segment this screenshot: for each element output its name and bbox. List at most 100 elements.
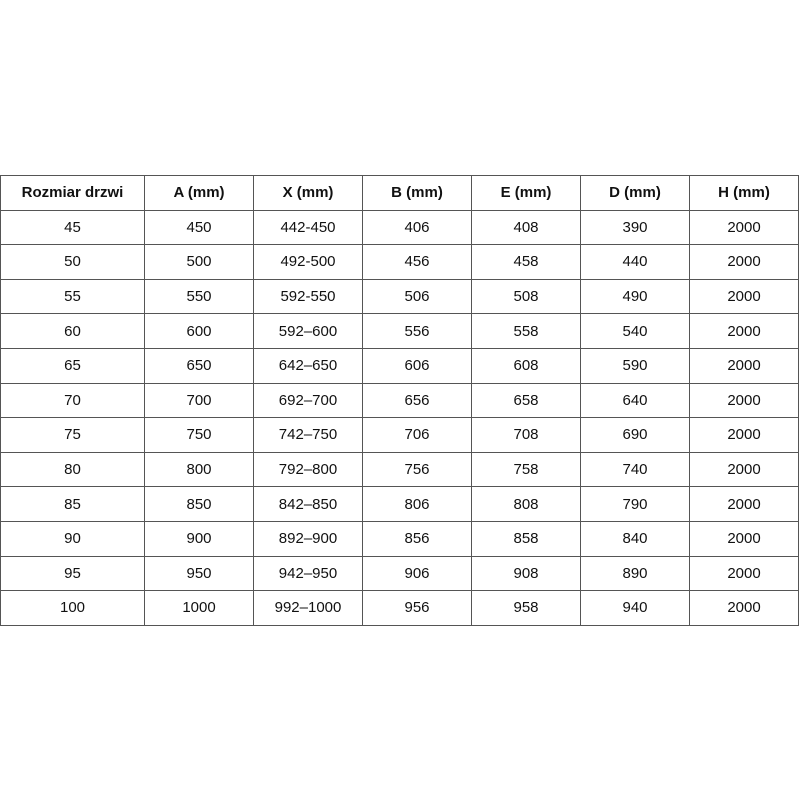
table-cell: 390 [580,209,690,246]
table-cell: 856 [362,520,472,557]
table-row: 55 550 592-550 506 508 490 2000 [0,278,799,315]
table-cell: 2000 [689,382,799,419]
table-row: 95 950 942–950 906 908 890 2000 [0,555,799,592]
table-cell: 508 [471,278,581,315]
table-cell: 590 [580,347,690,384]
table-row: 45 450 442-450 406 408 390 2000 [0,209,799,246]
table-cell: 692–700 [253,382,363,419]
table-row: 70 700 692–700 656 658 640 2000 [0,382,799,419]
column-header: E (mm) [471,175,581,211]
table-cell: 992–1000 [253,590,363,626]
table-row: 60 600 592–600 556 558 540 2000 [0,313,799,349]
table-cell: 2000 [689,244,799,280]
table-row: 65 650 642–650 606 608 590 2000 [0,347,799,384]
table-cell: 790 [580,486,690,522]
table-cell: 506 [362,278,472,315]
table-cell: 656 [362,382,472,419]
table-cell: 642–650 [253,347,363,384]
table-cell: 706 [362,417,472,453]
table-cell: 2000 [689,313,799,349]
table-cell: 490 [580,278,690,315]
table-row: 90 900 892–900 856 858 840 2000 [0,520,799,557]
table-cell: 640 [580,382,690,419]
table-cell: 708 [471,417,581,453]
table-cell: 492-500 [253,244,363,280]
table-cell: 900 [144,520,254,557]
table-cell: 558 [471,313,581,349]
table-cell: 758 [471,451,581,488]
column-header: A (mm) [144,175,254,211]
table-cell: 556 [362,313,472,349]
table-cell: 2000 [689,520,799,557]
table-cell: 2000 [689,486,799,522]
table-cell: 406 [362,209,472,246]
table-row: 85 850 842–850 806 808 790 2000 [0,486,799,522]
table-cell: 740 [580,451,690,488]
table-cell: 606 [362,347,472,384]
table-cell: 95 [0,555,145,592]
table-cell: 890 [580,555,690,592]
table-cell: 65 [0,347,145,384]
table-cell: 608 [471,347,581,384]
door-size-table: Rozmiar drzwi A (mm) X (mm) B (mm) E (mm) D (… [0,175,799,626]
table-cell: 892–900 [253,520,363,557]
table-cell: 80 [0,451,145,488]
table-cell: 658 [471,382,581,419]
table-cell: 800 [144,451,254,488]
table-row: 50 500 492-500 456 458 440 2000 [0,244,799,280]
table-row: 100 1000 992–1000 956 958 940 2000 [0,590,799,626]
table-cell: 50 [0,244,145,280]
table-cell: 750 [144,417,254,453]
table-cell: 840 [580,520,690,557]
column-header: X (mm) [253,175,363,211]
table-cell: 75 [0,417,145,453]
table-cell: 700 [144,382,254,419]
column-header: D (mm) [580,175,690,211]
table-cell: 55 [0,278,145,315]
column-header: Rozmiar drzwi [0,175,145,211]
table-cell: 792–800 [253,451,363,488]
table-cell: 2000 [689,555,799,592]
table-cell: 756 [362,451,472,488]
table-cell: 842–850 [253,486,363,522]
table-cell: 958 [471,590,581,626]
table-cell: 858 [471,520,581,557]
table-cell: 2000 [689,417,799,453]
header-row: Rozmiar drzwi A (mm) X (mm) B (mm) E (mm) D (… [0,175,799,211]
table-cell: 456 [362,244,472,280]
table-cell: 690 [580,417,690,453]
table-cell: 2000 [689,590,799,626]
table-cell: 908 [471,555,581,592]
table-row: 75 750 742–750 706 708 690 2000 [0,417,799,453]
table-cell: 2000 [689,347,799,384]
table-cell: 85 [0,486,145,522]
table-cell: 90 [0,520,145,557]
table-cell: 60 [0,313,145,349]
table-cell: 450 [144,209,254,246]
table-cell: 592-550 [253,278,363,315]
table-cell: 442-450 [253,209,363,246]
table-row: 80 800 792–800 756 758 740 2000 [0,451,799,488]
table-cell: 808 [471,486,581,522]
table-cell: 950 [144,555,254,592]
table-cell: 650 [144,347,254,384]
table-cell: 806 [362,486,472,522]
table-cell: 540 [580,313,690,349]
table-cell: 408 [471,209,581,246]
table-cell: 458 [471,244,581,280]
table-cell: 550 [144,278,254,315]
table-cell: 2000 [689,451,799,488]
table-cell: 906 [362,555,472,592]
table-cell: 2000 [689,278,799,315]
table-cell: 742–750 [253,417,363,453]
table-cell: 70 [0,382,145,419]
table-cell: 942–950 [253,555,363,592]
table-cell: 440 [580,244,690,280]
table-cell: 45 [0,209,145,246]
table-cell: 600 [144,313,254,349]
column-header: H (mm) [689,175,799,211]
column-header: B (mm) [362,175,472,211]
table-cell: 100 [0,590,145,626]
table-cell: 2000 [689,209,799,246]
table-cell: 956 [362,590,472,626]
